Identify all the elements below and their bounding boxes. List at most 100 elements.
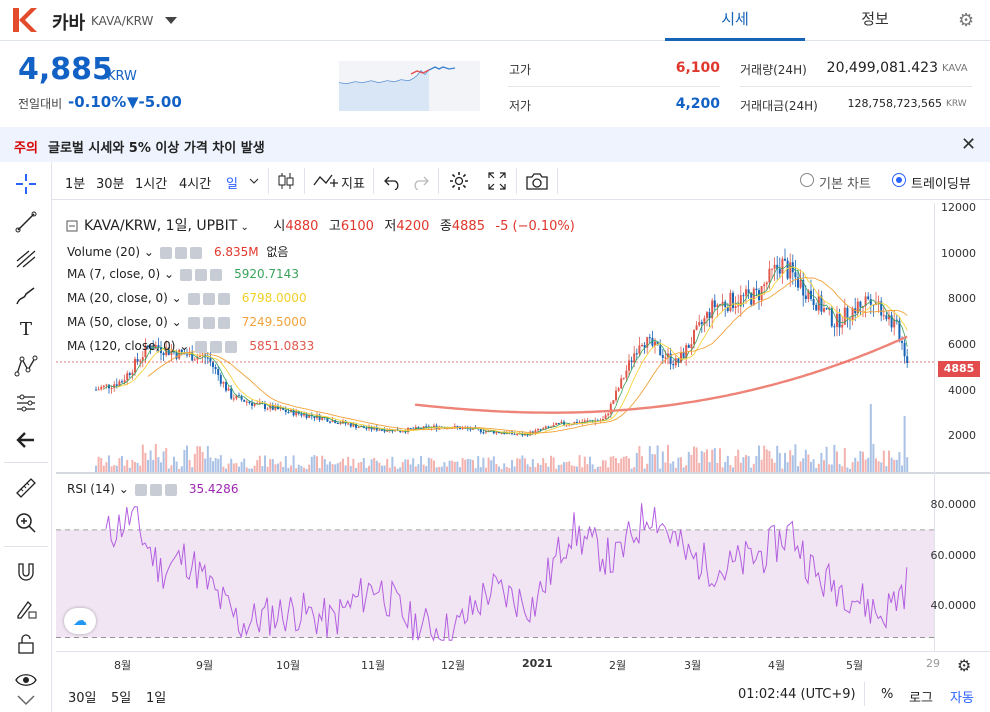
volume-bar <box>750 467 753 473</box>
candle-body <box>235 395 238 399</box>
gear-icon[interactable]: ⚙ <box>958 10 975 31</box>
gear-icon[interactable] <box>448 170 470 192</box>
redo-icon[interactable] <box>410 172 430 190</box>
candle-body <box>222 382 225 384</box>
legend-icons[interactable] <box>180 268 228 281</box>
camera-icon[interactable] <box>525 171 549 191</box>
zoom-in-icon[interactable] <box>14 511 38 535</box>
basic-chart-radio[interactable] <box>800 173 814 187</box>
candle-body <box>781 258 784 274</box>
indicator-icon[interactable] <box>312 171 338 191</box>
log-toggle[interactable]: 로그 <box>909 691 933 706</box>
legend-ma20[interactable]: MA (20, close, 0) ⌄ 6798.0000 <box>67 291 307 305</box>
volume-bar <box>833 444 836 473</box>
collapse-icon[interactable] <box>66 220 78 232</box>
tradingview-logo-icon[interactable]: ☁ <box>64 608 96 634</box>
rsi-label: RSI (14) <box>67 482 115 496</box>
candle-body <box>136 359 139 362</box>
chevron-down-icon[interactable] <box>248 176 260 186</box>
ruler-icon[interactable] <box>14 476 38 500</box>
percent-toggle[interactable]: % <box>881 687 894 702</box>
tab-info[interactable]: 정보 <box>861 10 889 28</box>
notice-banner <box>0 127 990 162</box>
volume-bar <box>258 455 261 473</box>
volume-bar <box>893 459 896 473</box>
candle-style-icon[interactable] <box>276 170 296 192</box>
interval-1h[interactable]: 1시간 <box>135 177 168 192</box>
volume-bar <box>461 457 464 473</box>
tradingview-label[interactable]: 트레이딩뷰 <box>911 177 971 192</box>
legend-icons[interactable] <box>187 316 236 329</box>
legend-icons[interactable] <box>195 340 243 353</box>
legend-icons[interactable] <box>134 483 183 496</box>
fullscreen-icon[interactable] <box>487 171 507 191</box>
basic-chart-label[interactable]: 기본 차트 <box>819 177 871 192</box>
pitchfork-icon[interactable] <box>14 247 38 271</box>
interval-4h[interactable]: 4시간 <box>179 177 212 192</box>
legend-volume[interactable]: Volume (20) ⌄ 6.835M 없음 <box>67 245 289 259</box>
candle-body <box>258 402 261 404</box>
volume-bar <box>552 457 555 473</box>
magnet-icon[interactable] <box>14 560 38 584</box>
symbol-title[interactable]: KAVA/KRW, 1일, UPBIT <box>84 218 238 234</box>
volume-bar <box>113 465 116 473</box>
volume-bar <box>716 462 719 473</box>
candle-body <box>698 322 701 326</box>
interval-1m[interactable]: 1분 <box>65 177 86 192</box>
legend-ma7[interactable]: MA (7, close, 0) ⌄ 5920.7143 <box>67 267 299 281</box>
indicator-button[interactable]: 지표 <box>341 177 365 192</box>
rsi-chart[interactable] <box>56 476 934 651</box>
price-chart[interactable] <box>56 203 934 473</box>
pane-divider[interactable] <box>56 472 990 474</box>
legend-ma50[interactable]: MA (50, close, 0) ⌄ 7249.5000 <box>67 315 307 329</box>
candle-body <box>646 337 649 348</box>
candle-body <box>526 433 529 436</box>
volume-bar <box>157 457 160 473</box>
range-30d[interactable]: 30일 <box>68 691 97 706</box>
candle-body <box>807 290 810 300</box>
candle-body <box>901 341 903 343</box>
volume-bar <box>856 461 859 473</box>
volume-bar <box>550 455 552 473</box>
volume-bar <box>672 461 675 473</box>
range-5d[interactable]: 5일 <box>111 691 132 706</box>
candle-body <box>869 299 872 305</box>
gear-icon[interactable]: ⚙ <box>957 656 972 675</box>
prediction-icon[interactable] <box>14 391 38 415</box>
undo-icon[interactable] <box>383 172 403 190</box>
candle-body <box>453 425 456 428</box>
candle-body <box>690 344 693 348</box>
candle-body <box>217 369 220 375</box>
volume-bar <box>594 468 597 473</box>
collapse-chevron-icon[interactable] <box>8 690 44 710</box>
eye-icon[interactable] <box>14 668 38 692</box>
legend-ma120[interactable]: MA (120, close, 0) ⌄ 5851.0833 <box>67 339 315 353</box>
volume-bar <box>443 462 446 473</box>
tab-price[interactable]: 시세 <box>665 0 805 41</box>
legend-icons[interactable] <box>187 292 236 305</box>
lock-pencil-icon[interactable] <box>14 596 38 620</box>
brush-icon[interactable] <box>14 284 38 308</box>
legend-icons[interactable] <box>159 246 208 259</box>
pattern-icon[interactable] <box>14 354 38 378</box>
chevron-down-icon[interactable] <box>165 17 177 24</box>
ma120-label: MA (120, close, 0) <box>67 339 176 353</box>
trend-line-icon[interactable] <box>14 210 38 234</box>
candle-body <box>524 433 526 436</box>
text-tool-icon[interactable]: T <box>19 319 32 340</box>
range-1d[interactable]: 1일 <box>146 691 167 706</box>
interval-day[interactable]: 일 <box>226 177 238 192</box>
close-icon[interactable]: ✕ <box>961 134 977 155</box>
unlock-icon[interactable] <box>14 632 38 656</box>
back-arrow-icon[interactable] <box>14 428 38 452</box>
x-tick: 29 <box>926 657 940 670</box>
x-tick: 9월 <box>196 659 214 672</box>
candle-body <box>578 422 581 424</box>
candle-body <box>794 272 797 278</box>
auto-toggle[interactable]: 자동 <box>950 691 974 706</box>
legend-rsi[interactable]: RSI (14) ⌄ 35.4286 <box>67 482 239 496</box>
candle-body <box>162 352 165 356</box>
interval-30m[interactable]: 30분 <box>96 177 125 192</box>
crosshair-icon[interactable] <box>14 172 38 196</box>
tradingview-radio[interactable] <box>892 173 906 187</box>
